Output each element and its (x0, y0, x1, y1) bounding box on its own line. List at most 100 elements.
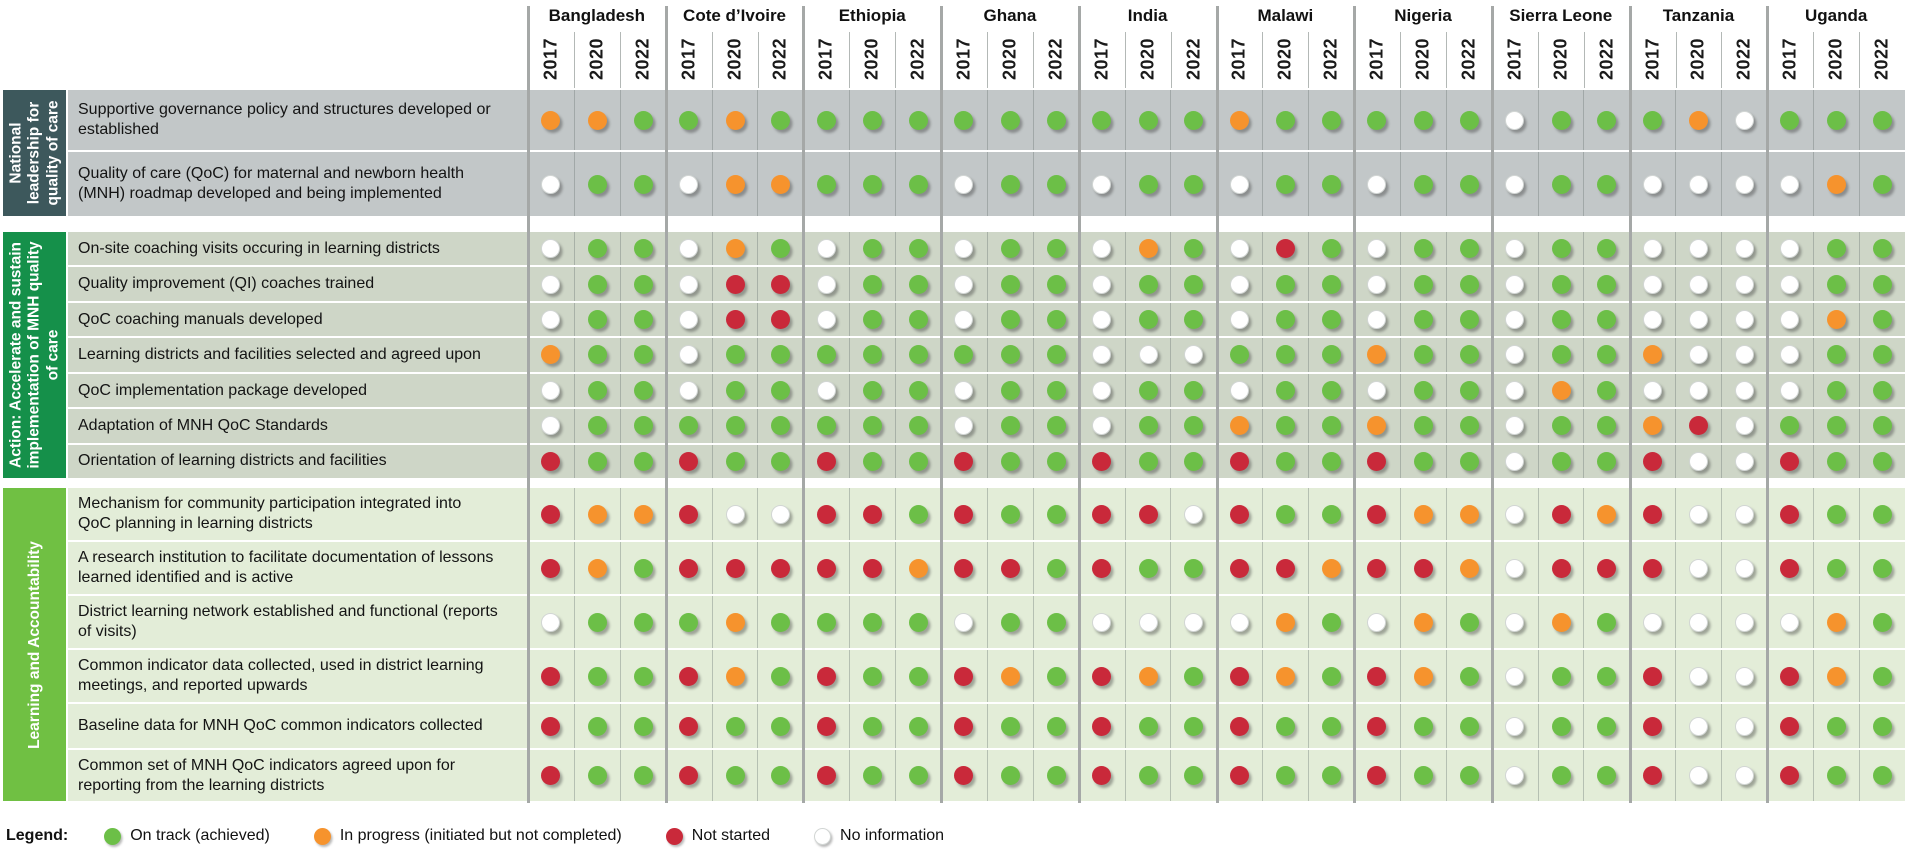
country-header: Ghana (983, 6, 1037, 25)
status-dot-no (679, 345, 699, 365)
status-dot-no (1780, 174, 1800, 194)
status-cell (1858, 90, 1905, 150)
row-label: District learning network established an… (78, 603, 498, 640)
status-cell (1583, 750, 1629, 801)
status-dot-on (1184, 766, 1204, 785)
status-cell (1583, 596, 1629, 648)
status-cell (1354, 704, 1400, 748)
status-dot-on (587, 174, 607, 194)
status-cell (1675, 444, 1721, 478)
row-label: Baseline data for MNH QoC common indicat… (78, 717, 483, 735)
section-band: National leadership for quality of care (3, 90, 66, 216)
status-dot-on (725, 345, 745, 365)
status-cell (1170, 409, 1216, 443)
status-cell (1124, 488, 1171, 540)
legend: Legend: On track (achieved) In progress (… (6, 822, 988, 850)
status-dot-on (1872, 504, 1892, 524)
status-cell (1399, 373, 1446, 408)
row-cells (528, 267, 1905, 301)
status-dot-on (1184, 274, 1204, 294)
status-dot-on (1826, 274, 1846, 294)
status-cell (941, 445, 987, 478)
status-cell (849, 373, 895, 408)
status-dot-on (1872, 451, 1892, 471)
status-cell (711, 90, 758, 150)
status-cell (1170, 338, 1216, 372)
status-cell (1216, 232, 1262, 265)
status-cell (1858, 409, 1905, 443)
status-dot-on (1000, 504, 1020, 524)
indicator-row: Quality of care (QoC) for maternal and n… (68, 152, 1905, 218)
status-dot-no (1505, 380, 1525, 400)
matrix-section: Mechanism for community participation in… (68, 488, 1905, 803)
status-dot-in (725, 239, 745, 259)
status-cell (757, 650, 803, 702)
status-cell (1308, 488, 1354, 540)
status-dot-no (1092, 380, 1112, 400)
status-dot-on (909, 716, 929, 736)
status-dot-not (1229, 558, 1249, 578)
status-cell (803, 445, 849, 478)
status-cell (849, 302, 895, 337)
status-cell (757, 596, 803, 648)
year-label: 2017 (1366, 37, 1387, 81)
year-label: 2022 (907, 37, 928, 81)
status-dot-not (1000, 558, 1020, 578)
status-dot-no (1229, 612, 1249, 632)
status-cell (849, 232, 895, 266)
status-cell (573, 338, 620, 372)
status-cell (1032, 650, 1079, 702)
status-dot-not (954, 716, 974, 736)
status-dot-no (1092, 416, 1112, 436)
status-cell (666, 303, 712, 336)
status-cell (1629, 488, 1675, 540)
status-cell (666, 152, 712, 216)
status-dot-not (1780, 504, 1800, 524)
status-cell (1858, 232, 1905, 266)
status-dot-in (541, 110, 561, 130)
status-dot-no (1735, 110, 1755, 130)
status-dot-on (1092, 110, 1112, 130)
status-cell (573, 267, 620, 301)
status-dot-not (1597, 558, 1617, 578)
status-cell (619, 373, 666, 408)
status-dot-no (1229, 380, 1249, 400)
status-dot-on (1872, 558, 1892, 578)
status-cell (895, 596, 941, 648)
status-cell (1399, 338, 1446, 372)
status-cell (1629, 750, 1675, 801)
status-dot-on (1322, 504, 1342, 524)
status-cell (1721, 750, 1767, 801)
year-label: 2017 (1642, 37, 1663, 81)
status-cell (1354, 374, 1400, 407)
status-dot-no (541, 380, 561, 400)
year-label: 2017 (1228, 37, 1249, 81)
status-dot-not (679, 558, 699, 578)
status-cell (1124, 373, 1171, 408)
status-dot-on (1597, 416, 1617, 436)
status-dot-not (1780, 558, 1800, 578)
status-dot-on (1872, 716, 1892, 736)
status-dot-on (1000, 274, 1020, 294)
status-cell (803, 152, 849, 216)
year-label: 2020 (1412, 37, 1433, 81)
status-cell (1216, 488, 1262, 540)
status-dot-on (1046, 766, 1066, 785)
status-dot-no (541, 416, 561, 436)
status-dot-in (1276, 612, 1296, 632)
status-cell (1124, 302, 1171, 337)
status-dot-no (1689, 666, 1709, 686)
status-cell (1079, 488, 1125, 540)
status-dot-not (725, 558, 745, 578)
status-cell (941, 152, 987, 216)
status-dot-on (1413, 766, 1433, 785)
legend-dot (104, 827, 122, 845)
status-cell (528, 374, 574, 407)
status-cell (1308, 338, 1354, 372)
status-dot-on (1184, 239, 1204, 259)
status-dot-not (1092, 716, 1112, 736)
status-dot-on (1597, 612, 1617, 632)
status-cell (1537, 232, 1584, 266)
status-dot-no (1367, 380, 1387, 400)
status-cell (849, 542, 895, 594)
